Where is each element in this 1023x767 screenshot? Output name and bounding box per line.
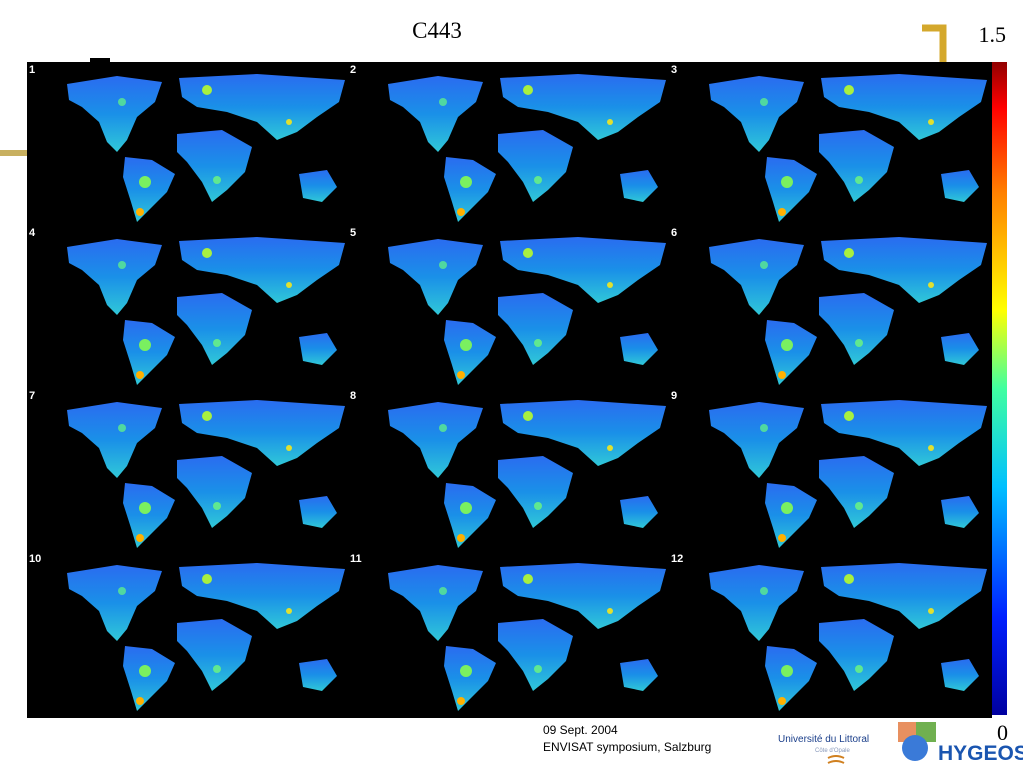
university-waves	[827, 755, 845, 764]
hygeos-logo: HYGEOS	[938, 742, 1023, 765]
map-panel	[27, 62, 348, 225]
panel-label: 12	[671, 553, 683, 565]
hygeos-globe	[902, 735, 928, 761]
footer-event: ENVISAT symposium, Salzburg	[543, 740, 711, 754]
map-panel	[669, 388, 990, 551]
title: C443	[412, 18, 462, 43]
panel-label: 10	[29, 553, 41, 565]
colorbar-min: 0	[997, 720, 1008, 745]
colorbar-max: 1.5	[979, 22, 1007, 47]
colorbar	[992, 62, 1007, 715]
panel-label: 1	[29, 64, 35, 76]
map-panel	[669, 62, 990, 225]
university-logo: Université du Littoral	[778, 734, 869, 745]
panel-label: 11	[350, 553, 362, 565]
map-panel	[669, 225, 990, 388]
university-sub: Côte d'Opale	[815, 748, 850, 754]
map-grid: 1 2 34 5 67 8 910 11 12	[27, 62, 992, 718]
map-panel	[348, 225, 669, 388]
panel-label: 7	[29, 390, 35, 402]
map-panel	[348, 388, 669, 551]
panel-label: 5	[350, 227, 356, 239]
panel-label: 2	[350, 64, 356, 76]
decor-bracket	[922, 24, 947, 62]
decor-line	[0, 150, 40, 156]
map-panel	[27, 551, 348, 714]
panel-label: 9	[671, 390, 677, 402]
map-panel	[348, 551, 669, 714]
panel-label: 6	[671, 227, 677, 239]
panel-label: 4	[29, 227, 36, 239]
map-panel	[27, 388, 348, 551]
map-panel	[27, 225, 348, 388]
map-panel	[669, 551, 990, 714]
footer-date: 09 Sept. 2004	[543, 723, 618, 737]
panel-label: 3	[671, 64, 677, 76]
map-panel	[348, 62, 669, 225]
panel-label: 8	[350, 390, 356, 402]
